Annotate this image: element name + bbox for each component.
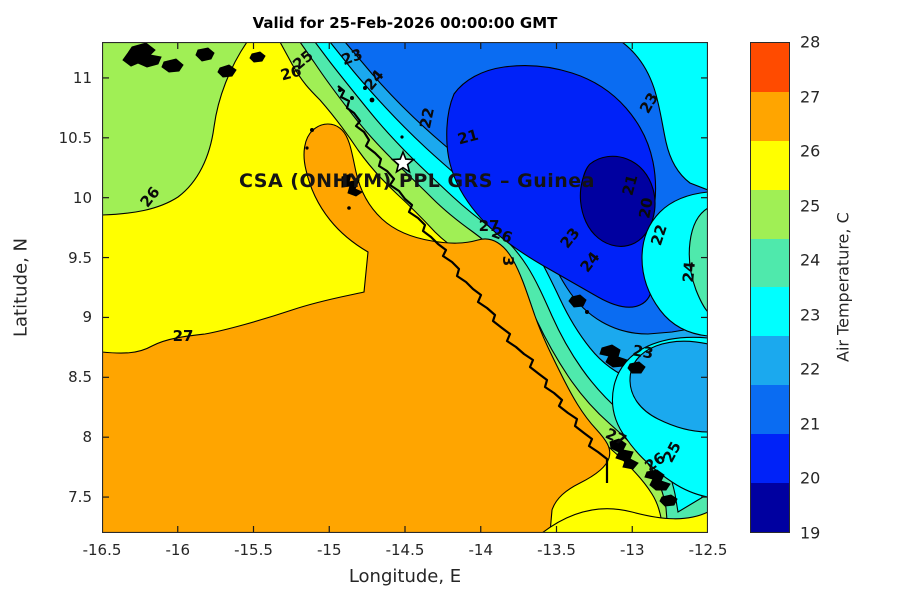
x-tick-label: -14.5: [385, 541, 425, 559]
patch-teal-right: [688, 207, 708, 313]
x-axis-label: Longitude, E: [348, 566, 462, 587]
colorbar-tick-label: 19: [800, 523, 821, 543]
axis-tick-marks: [102, 42, 708, 533]
colorbar-band: [751, 483, 789, 532]
x-tick-label: -15: [317, 541, 342, 559]
colorbar-band: [751, 91, 789, 141]
coast-dots: [305, 86, 624, 456]
y-tick-label: 9.5: [68, 248, 92, 267]
x-tick-label: -14: [468, 541, 494, 559]
y-tick-label: 10.5: [58, 128, 92, 147]
y-tick-label: 11: [72, 68, 92, 87]
colorbar-tick-label: 21: [800, 414, 821, 434]
patch-cyan-right: [641, 191, 708, 337]
x-tick-label: -13: [620, 541, 645, 559]
contour-map: [102, 42, 708, 533]
colorbar-tick-label: 24: [800, 250, 821, 270]
colorbar-band: [751, 238, 789, 288]
colorbar-band: [751, 42, 789, 92]
coastline: [337, 85, 609, 483]
y-axis-label: Latitude, N: [10, 238, 32, 337]
colorbar-tick-label: 28: [800, 32, 821, 52]
band-19-20: [579, 155, 656, 247]
colorbar-tick-label: 27: [800, 87, 821, 107]
colorbar-label: Air Temperature, C: [833, 212, 853, 363]
y-tick-label: 10: [72, 188, 92, 207]
coastline-fragments: [122, 42, 678, 507]
x-tick-label: -16: [165, 541, 191, 559]
colorbar-band: [751, 287, 789, 337]
plot-border: [102, 42, 708, 533]
colorbar-tick-label: 26: [800, 141, 821, 161]
x-tick-label: -13.5: [537, 541, 576, 559]
y-tick-label: 7.5: [68, 488, 92, 507]
chart-title: Valid for 25-Feb-2026 00:00:00 GMT: [252, 14, 558, 32]
colorbar-band: [751, 140, 789, 190]
star-marker: [390, 149, 416, 174]
colorbar-tick-label: 20: [800, 468, 821, 488]
colorbar-band: [751, 385, 789, 435]
patch-yellow-bottom: [541, 508, 708, 533]
colorbar-tick-label: 22: [800, 359, 821, 379]
band-27-plus: [102, 123, 611, 533]
y-tick-label: 8.5: [68, 368, 92, 387]
y-tick-label: 9: [82, 308, 92, 327]
patch-22-23-bottomright: [629, 340, 708, 433]
colorbar-band: [751, 336, 789, 386]
colorbar-band: [751, 189, 789, 239]
y-tick-label: 8: [82, 428, 92, 447]
colorbar-band: [751, 434, 789, 484]
patch-cyan-topright: [621, 42, 708, 191]
map-svg: [102, 42, 708, 533]
colorbar-tick-label: 25: [800, 196, 821, 216]
x-tick-label: -15.5: [234, 541, 273, 559]
x-tick-label: -16.5: [82, 541, 122, 559]
x-tick-label: -12.5: [688, 541, 728, 559]
colorbar-tick-label: 23: [800, 305, 821, 325]
colorbar: [750, 42, 790, 533]
